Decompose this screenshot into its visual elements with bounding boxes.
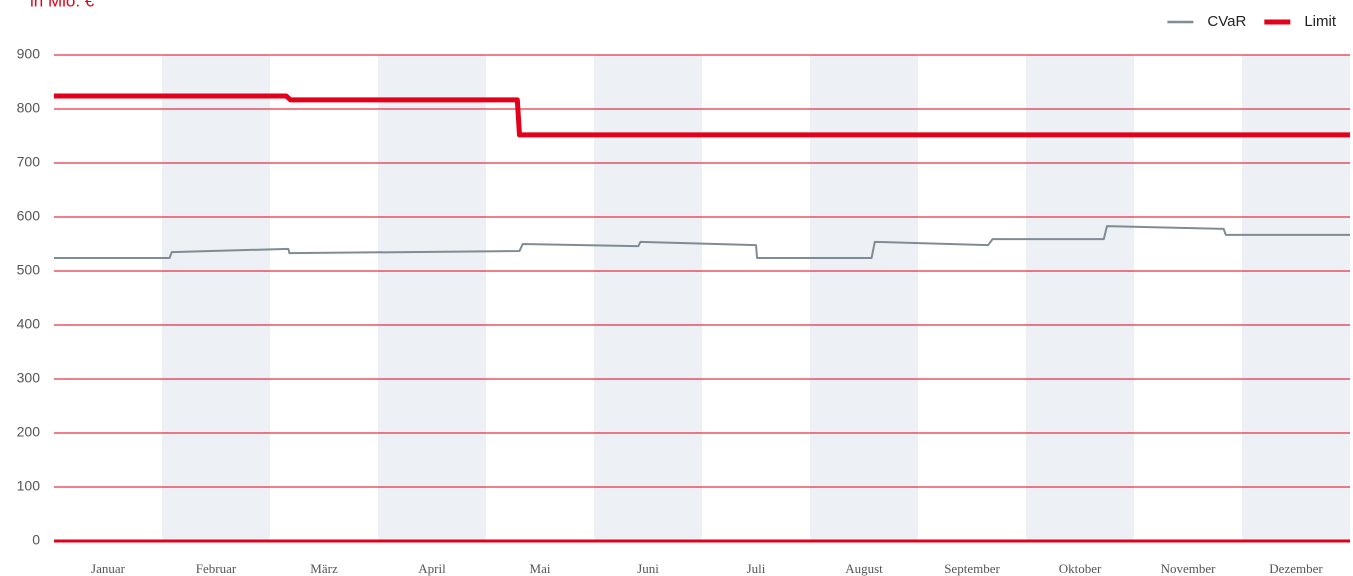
y-tick-label: 0 xyxy=(32,532,40,548)
series-line xyxy=(54,93,1350,138)
y-tick-label: 400 xyxy=(17,316,41,332)
x-tick-label: Mai xyxy=(530,561,551,576)
x-tick-label: August xyxy=(845,561,883,576)
y-tick-label: 800 xyxy=(17,100,41,116)
x-tick-label: Juli xyxy=(747,561,766,576)
y-tick-label: 100 xyxy=(17,478,41,494)
month-band xyxy=(1026,55,1134,541)
x-tick-label: September xyxy=(944,561,1000,576)
month-band xyxy=(1242,55,1350,541)
x-tick-label: Februar xyxy=(196,561,237,576)
x-tick-label: Januar xyxy=(91,561,126,576)
y-tick-label: 900 xyxy=(17,46,41,62)
y-tick-label: 300 xyxy=(17,370,41,386)
x-tick-label: April xyxy=(418,561,446,576)
y-tick-label: 700 xyxy=(17,154,41,170)
series-line xyxy=(54,225,1350,260)
month-band xyxy=(378,55,486,541)
x-tick-label: Dezember xyxy=(1269,561,1323,576)
y-tick-label: 200 xyxy=(17,424,41,440)
month-band xyxy=(810,55,918,541)
month-band xyxy=(162,55,270,541)
x-tick-label: Juni xyxy=(637,561,659,576)
chart-title: in Mio. € xyxy=(30,0,95,10)
legend-label: Limit xyxy=(1304,13,1337,30)
x-tick-label: November xyxy=(1161,561,1217,576)
month-band xyxy=(594,55,702,541)
x-tick-label: März xyxy=(310,561,338,576)
y-tick-label: 600 xyxy=(17,208,41,224)
legend-label: CVaR xyxy=(1207,13,1246,30)
y-tick-label: 500 xyxy=(17,262,41,278)
x-tick-label: Oktober xyxy=(1059,561,1102,576)
